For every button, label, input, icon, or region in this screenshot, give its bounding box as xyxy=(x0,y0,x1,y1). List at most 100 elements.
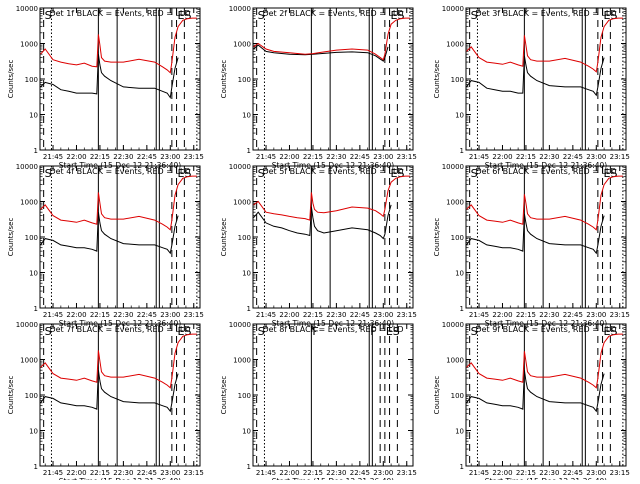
y-tick-label: 10 xyxy=(242,270,251,278)
x-tick-label: 23:00 xyxy=(160,311,180,319)
x-tick-label: 23:15 xyxy=(184,153,204,161)
x-tick-label: 23:00 xyxy=(160,153,180,161)
lld-series-line xyxy=(40,333,197,389)
x-tick-label: 22:30 xyxy=(539,469,559,477)
y-tick-label: 100 xyxy=(238,234,251,242)
time-marker-label: S xyxy=(258,167,265,180)
y-tick-label: 10 xyxy=(29,428,38,436)
events-series-line xyxy=(40,54,179,99)
x-tick-label: 22:45 xyxy=(137,311,157,319)
x-tick-label: 23:00 xyxy=(160,469,180,477)
y-axis-label: Counts/sec xyxy=(7,60,15,99)
y-tick-label: 1000 xyxy=(233,357,251,365)
lld-series-line xyxy=(40,17,197,74)
y-tick-label: 100 xyxy=(238,392,251,400)
det-panel: Det 3f BLACK = Events, RED = LLD 1 10 100 10… xyxy=(433,5,630,170)
plot-frame xyxy=(252,7,414,151)
y-tick-label: 10000 xyxy=(229,163,251,171)
y-tick-label: 1000 xyxy=(233,41,251,49)
x-tick-label: 23:00 xyxy=(373,153,393,161)
y-axis-label: Counts/sec xyxy=(433,60,441,99)
x-tick-label: 22:00 xyxy=(66,469,86,477)
x-tick-label: 23:00 xyxy=(586,153,606,161)
det-panel: Det 5f BLACK = Events, RED = LLD 1 10 100 10… xyxy=(220,163,417,328)
y-tick-label: 100 xyxy=(25,76,38,84)
x-tick-label: 23:00 xyxy=(373,469,393,477)
time-marker-label: F xyxy=(370,325,376,338)
x-tick-label: 21:45 xyxy=(469,469,489,477)
x-tick-label: 22:00 xyxy=(492,469,512,477)
y-tick-label: 100 xyxy=(25,234,38,242)
panel-title: Det 5f BLACK = Events, RED = LLD xyxy=(262,167,403,176)
x-tick-label: 22:00 xyxy=(66,153,86,161)
y-tick-label: 10000 xyxy=(442,163,464,171)
y-tick-label: 10 xyxy=(242,112,251,120)
det-panel: Det 1f BLACK = Events, RED = LLD 1 10 100 10… xyxy=(7,5,204,170)
x-tick-label: 22:30 xyxy=(326,153,346,161)
lld-series-line xyxy=(466,333,623,389)
x-tick-label: 22:00 xyxy=(492,153,512,161)
x-tick-label: 22:45 xyxy=(563,469,583,477)
y-tick-label: 1000 xyxy=(446,199,464,207)
x-tick-label: 22:30 xyxy=(539,153,559,161)
x-tick-label: 23:00 xyxy=(586,311,606,319)
plot-frame xyxy=(39,7,201,151)
y-tick-label: 100 xyxy=(451,76,464,84)
x-tick-label: 23:15 xyxy=(610,311,630,319)
x-tick-label: 21:45 xyxy=(256,311,276,319)
y-tick-label: 10000 xyxy=(442,5,464,13)
time-marker-label: S xyxy=(45,9,52,22)
y-tick-label: 1 xyxy=(460,147,464,155)
y-tick-label: 100 xyxy=(238,76,251,84)
time-marker-label: S xyxy=(471,167,478,180)
x-tick-label: 23:15 xyxy=(610,469,630,477)
y-tick-label: 1000 xyxy=(233,199,251,207)
x-tick-label: 22:30 xyxy=(113,153,133,161)
y-axis-label: Counts/sec xyxy=(433,376,441,415)
x-tick-label: 22:15 xyxy=(90,469,110,477)
y-tick-label: 1000 xyxy=(20,199,38,207)
x-tick-label: 22:30 xyxy=(539,311,559,319)
y-tick-label: 1 xyxy=(247,305,251,313)
x-tick-label: 23:15 xyxy=(397,153,417,161)
x-tick-label: 21:45 xyxy=(256,469,276,477)
x-tick-label: 22:15 xyxy=(90,153,110,161)
x-tick-label: 22:15 xyxy=(303,311,323,319)
y-tick-label: 10 xyxy=(455,270,464,278)
panel-title: Det 4f BLACK = Events, RED = LLD xyxy=(49,167,190,176)
y-tick-label: 100 xyxy=(451,234,464,242)
events-series-line xyxy=(40,212,179,255)
plot-frame xyxy=(252,323,414,467)
events-series-line xyxy=(466,55,605,97)
events-series-line xyxy=(40,370,179,413)
det-panel: Det 2f BLACK = Events, RED = LLD 1 10 100 10… xyxy=(220,5,417,170)
panel-title: Det 1f BLACK = Events, RED = LLD xyxy=(49,9,190,18)
y-tick-label: 10000 xyxy=(16,321,38,329)
y-axis-label: Counts/sec xyxy=(433,218,441,257)
x-tick-label: 22:15 xyxy=(303,153,323,161)
y-axis-label: Counts/sec xyxy=(220,60,228,99)
y-tick-label: 10000 xyxy=(16,163,38,171)
x-tick-label: 21:45 xyxy=(43,311,63,319)
time-marker-label: S xyxy=(471,9,478,22)
x-tick-label: 23:15 xyxy=(397,469,417,477)
x-tick-label: 22:45 xyxy=(563,311,583,319)
plot-frame xyxy=(465,323,627,467)
x-tick-label: 22:45 xyxy=(350,153,370,161)
plot-frame xyxy=(465,165,627,309)
det-panel: Det 8f BLACK = Events, RED = LLD 1 10 100 10… xyxy=(220,321,417,484)
x-tick-label: 23:15 xyxy=(610,153,630,161)
x-tick-label: 22:15 xyxy=(90,311,110,319)
x-tick-label: 22:30 xyxy=(326,469,346,477)
time-marker-label: F xyxy=(312,325,318,338)
det-panel: Det 6f BLACK = Events, RED = LLD 1 10 100 10… xyxy=(433,163,630,328)
y-tick-label: 100 xyxy=(25,392,38,400)
y-tick-label: 1 xyxy=(460,463,464,471)
x-tick-label: 21:45 xyxy=(43,153,63,161)
lld-series-line xyxy=(253,17,410,61)
y-tick-label: 10 xyxy=(455,112,464,120)
x-tick-label: 22:15 xyxy=(516,153,536,161)
x-tick-label: 22:15 xyxy=(516,311,536,319)
